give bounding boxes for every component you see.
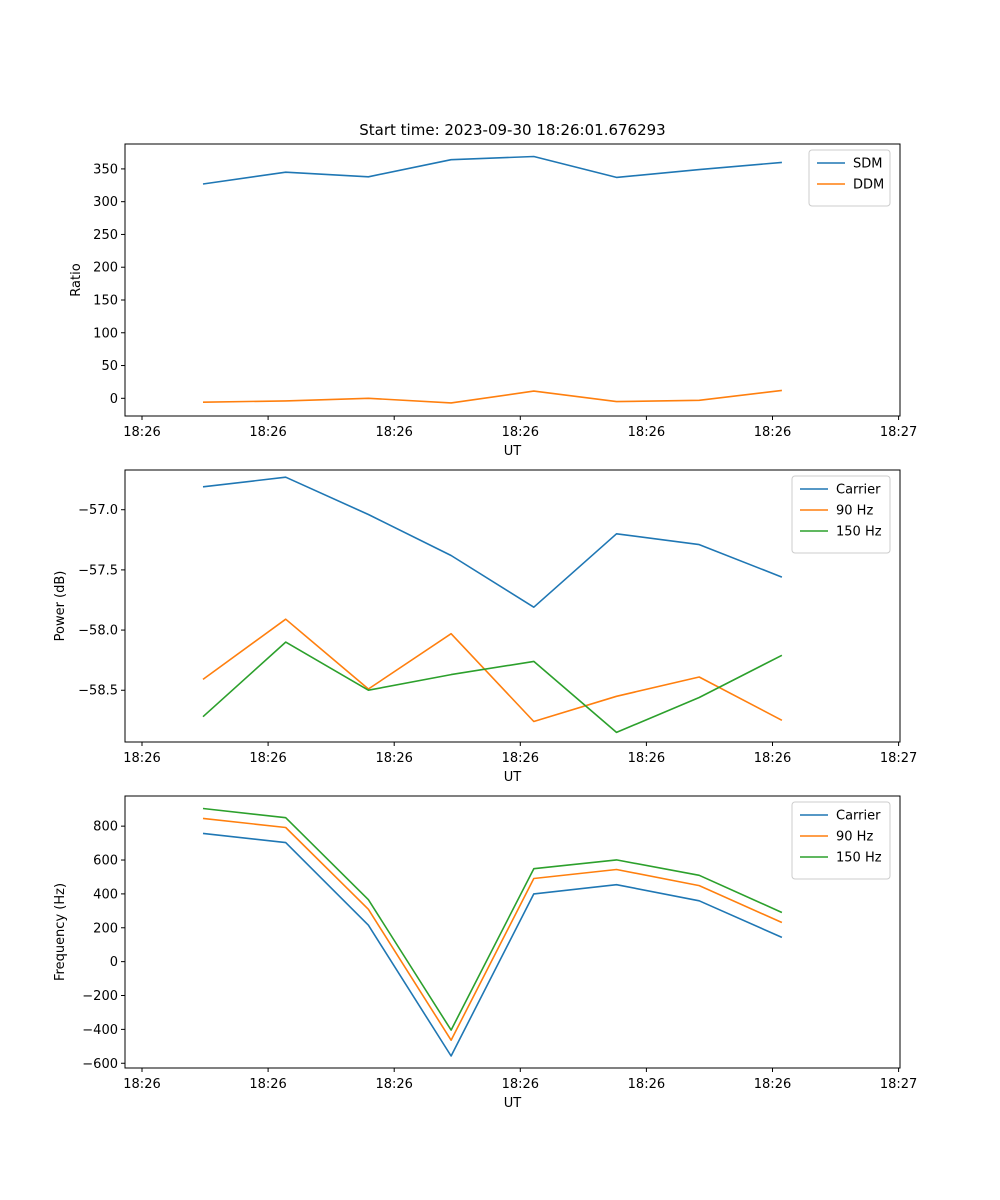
x-axis-label: UT	[504, 1096, 522, 1111]
series-line-90-hz	[202, 817, 783, 1041]
x-tick-label: 18:27	[880, 425, 917, 440]
chart-title: Start time: 2023-09-30 18:26:01.676293	[359, 121, 665, 139]
y-tick-label: −57.5	[78, 563, 118, 578]
x-tick-label: 18:26	[123, 1077, 160, 1092]
y-tick-label: 350	[93, 162, 118, 177]
y-tick-label: 200	[93, 921, 118, 936]
series-line-90-hz	[202, 618, 783, 723]
legend-box	[791, 801, 891, 880]
plot-panel-1: Start time: 2023-09-30 18:26:01.676293 0 5…	[69, 121, 917, 459]
y-tick-label: −58.5	[78, 684, 118, 699]
legend-box	[791, 475, 891, 554]
x-tick-label: 18:26	[249, 425, 286, 440]
x-tick-label: 18:26	[123, 751, 160, 766]
y-tick-label: 0	[110, 392, 118, 407]
plot-panel-2: −58.5 −58.0 −57.5 −57.0 18:26 18:26 18:26 18:26…	[53, 469, 917, 785]
legend-label: 90 Hz	[836, 504, 873, 519]
x-axis-label: UT	[504, 444, 522, 459]
y-tick-label: 250	[93, 228, 118, 243]
x-tick-label: 18:26	[123, 425, 160, 440]
x-tick-label: 18:26	[754, 751, 791, 766]
x-tick-label: 18:26	[502, 1077, 539, 1092]
y-axis-label: Power (dB)	[53, 571, 68, 642]
y-tick-label: 400	[93, 887, 118, 902]
y-axis-label: Ratio	[69, 263, 84, 296]
x-tick-label: 18:26	[628, 751, 665, 766]
legend-label: 150 Hz	[836, 851, 882, 866]
y-axis-label: Frequency (Hz)	[53, 883, 68, 981]
x-tick-label: 18:26	[502, 751, 539, 766]
y-tick-label: 200	[93, 261, 118, 276]
y-tick-label: 150	[93, 293, 118, 308]
legend-box	[808, 149, 891, 207]
legend-label: 90 Hz	[836, 830, 873, 845]
y-tick-label: 800	[93, 820, 118, 835]
x-tick-label: 18:27	[880, 751, 917, 766]
y-tick-label: −200	[82, 989, 118, 1004]
series-line-carrier	[202, 832, 783, 1057]
legend-label: SDM	[853, 157, 882, 172]
y-tick-label: 300	[93, 195, 118, 210]
legend-label: Carrier	[836, 809, 881, 824]
y-tick-label: −58.0	[78, 624, 118, 639]
axes-frame	[124, 143, 901, 417]
axes-frame	[124, 469, 901, 743]
legend-label: DDM	[853, 178, 884, 193]
x-tick-label: 18:26	[375, 425, 412, 440]
y-tick-label: 0	[110, 955, 118, 970]
x-tick-label: 18:26	[502, 425, 539, 440]
series-line-150-hz	[202, 807, 783, 1031]
plot-panel-3: −600 −400 −200 0 200 400 600 800 18:26 18:26 18:26…	[53, 795, 917, 1111]
legend-label: Carrier	[836, 483, 881, 498]
y-tick-label: −600	[82, 1057, 118, 1072]
x-tick-label: 18:26	[628, 1077, 665, 1092]
x-tick-label: 18:26	[628, 425, 665, 440]
axes-frame	[124, 795, 901, 1069]
series-line-ddm	[202, 389, 782, 404]
series-line-carrier	[202, 476, 783, 609]
series-line-sdm	[202, 155, 782, 185]
x-axis-label: UT	[504, 770, 522, 785]
x-tick-label: 18:26	[249, 1077, 286, 1092]
x-tick-label: 18:26	[375, 751, 412, 766]
legend-label: 150 Hz	[836, 525, 882, 540]
x-tick-label: 18:26	[375, 1077, 412, 1092]
x-tick-label: 18:26	[754, 1077, 791, 1092]
x-tick-label: 18:26	[249, 751, 286, 766]
y-tick-label: −400	[82, 1023, 118, 1038]
y-tick-label: −57.0	[78, 503, 118, 518]
x-tick-label: 18:26	[754, 425, 791, 440]
y-tick-label: 600	[93, 854, 118, 869]
series-line-150-hz	[202, 641, 783, 734]
y-tick-label: 100	[93, 326, 118, 341]
y-tick-label: 50	[101, 359, 118, 374]
x-tick-label: 18:27	[880, 1077, 917, 1092]
